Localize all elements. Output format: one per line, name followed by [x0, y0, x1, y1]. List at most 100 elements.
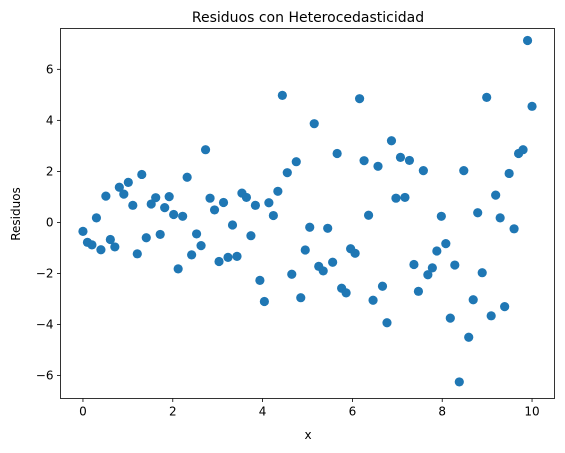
data-point [386, 136, 397, 146]
data-point [368, 295, 378, 305]
data-point [500, 302, 510, 312]
data-point [423, 270, 433, 280]
data-point [132, 249, 142, 259]
chart-title: Residuos con Heterocedasticidad [192, 10, 424, 26]
data-point [96, 245, 106, 255]
data-point [504, 168, 514, 179]
data-point [287, 269, 297, 279]
data-point [196, 241, 206, 251]
data-point [436, 211, 446, 221]
x-tick-label: 6 [349, 405, 357, 419]
y-tick-label: 6 [46, 62, 54, 76]
data-point [200, 145, 211, 155]
data-point [341, 288, 351, 298]
x-tick-label: 2 [169, 405, 177, 419]
data-point [318, 266, 328, 276]
y-tick-label: −4 [36, 318, 54, 332]
data-point [309, 119, 319, 129]
data-point [482, 92, 492, 102]
data-point [291, 157, 301, 167]
data-point [332, 148, 342, 159]
data-point [250, 200, 261, 210]
data-point [391, 193, 401, 203]
data-point [445, 313, 455, 323]
data-point [268, 210, 278, 221]
data-points [78, 35, 537, 387]
y-tick-label: −2 [36, 266, 54, 280]
x-tick-label: 4 [259, 405, 267, 419]
data-point [264, 198, 274, 208]
data-point [110, 242, 120, 252]
data-point [128, 200, 138, 210]
data-point [246, 231, 256, 241]
data-point [441, 239, 451, 249]
data-point [178, 211, 188, 221]
y-axis: −6 −4 −2 0 2 4 6 [36, 62, 61, 383]
data-point [350, 248, 360, 258]
data-point [259, 296, 269, 307]
x-tick-label: 0 [79, 405, 87, 419]
data-point [151, 193, 161, 203]
data-point [522, 35, 533, 46]
data-point [255, 275, 265, 285]
data-point [105, 234, 115, 245]
data-point [363, 210, 374, 220]
data-point [413, 286, 424, 296]
data-point [509, 224, 519, 234]
data-point [464, 332, 474, 342]
data-point [418, 166, 428, 176]
data-point [155, 229, 165, 240]
data-point [400, 192, 410, 203]
data-point [382, 318, 392, 328]
data-point [377, 281, 388, 291]
data-point [450, 260, 460, 270]
data-point [473, 208, 483, 218]
data-point [518, 145, 528, 155]
x-axis-label: x [304, 428, 311, 442]
data-point [491, 190, 501, 200]
y-tick-label: 2 [46, 164, 54, 178]
data-point [459, 166, 469, 176]
data-point [296, 293, 306, 303]
data-point [87, 240, 97, 250]
data-point [395, 152, 406, 162]
data-point [477, 268, 487, 278]
data-point [359, 156, 369, 166]
data-point [146, 199, 156, 209]
data-point [427, 263, 437, 273]
data-point [78, 226, 88, 236]
data-point [101, 191, 111, 201]
data-point [305, 222, 315, 232]
y-axis-label: Residuos [9, 187, 23, 241]
data-point [273, 186, 283, 196]
data-point [91, 213, 102, 223]
data-point [468, 295, 478, 305]
data-point [205, 193, 215, 203]
data-point [282, 168, 292, 178]
y-tick-label: 4 [46, 113, 54, 127]
data-point [123, 177, 133, 187]
data-point [495, 213, 505, 223]
data-point [164, 192, 174, 202]
data-point [137, 169, 147, 180]
data-point [409, 259, 419, 270]
data-point [300, 245, 310, 255]
data-point [354, 94, 365, 104]
data-point [527, 101, 537, 111]
plot-frame [60, 28, 555, 399]
data-point [277, 90, 287, 100]
data-point [404, 155, 415, 166]
data-point [432, 246, 442, 256]
y-tick-label: 0 [46, 215, 54, 229]
data-point [218, 197, 229, 208]
data-point [114, 182, 124, 192]
data-point [182, 172, 192, 182]
data-point [223, 252, 233, 262]
data-point [486, 311, 496, 321]
data-point [232, 251, 242, 261]
y-tick-label: −6 [36, 369, 54, 383]
data-point [227, 220, 238, 230]
data-point [160, 203, 170, 213]
data-point [209, 205, 220, 215]
